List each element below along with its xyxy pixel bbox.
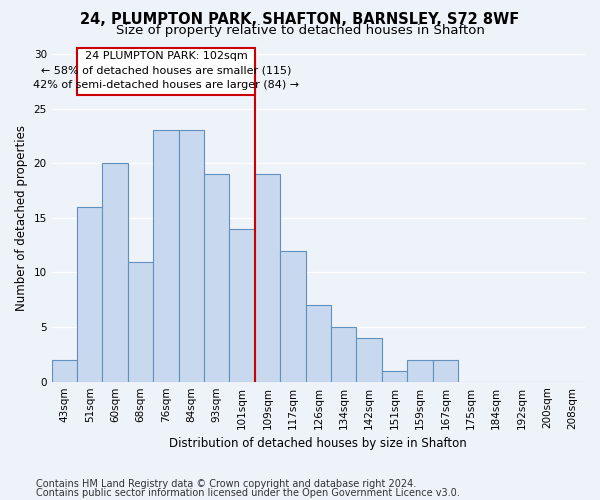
Bar [179,130,204,382]
Y-axis label: Number of detached properties: Number of detached properties [15,125,28,311]
Bar [331,327,356,382]
Text: ← 58% of detached houses are smaller (115): ← 58% of detached houses are smaller (11… [41,66,291,76]
Bar [305,305,331,382]
Text: Size of property relative to detached houses in Shafton: Size of property relative to detached ho… [116,24,484,37]
Text: 42% of semi-detached houses are larger (84) →: 42% of semi-detached houses are larger (… [33,80,299,90]
Bar [204,174,229,382]
Bar [103,163,128,382]
Text: Contains public sector information licensed under the Open Government Licence v3: Contains public sector information licen… [36,488,460,498]
Bar [52,360,77,382]
Bar [153,130,179,382]
Bar [407,360,433,382]
Bar [229,228,255,382]
FancyBboxPatch shape [77,48,255,96]
Bar [128,262,153,382]
X-axis label: Distribution of detached houses by size in Shafton: Distribution of detached houses by size … [169,437,467,450]
Bar [280,250,305,382]
Bar [255,174,280,382]
Bar [433,360,458,382]
Bar [382,371,407,382]
Text: 24 PLUMPTON PARK: 102sqm: 24 PLUMPTON PARK: 102sqm [85,50,247,60]
Text: 24, PLUMPTON PARK, SHAFTON, BARNSLEY, S72 8WF: 24, PLUMPTON PARK, SHAFTON, BARNSLEY, S7… [80,12,520,28]
Bar [77,207,103,382]
Text: Contains HM Land Registry data © Crown copyright and database right 2024.: Contains HM Land Registry data © Crown c… [36,479,416,489]
Bar [356,338,382,382]
